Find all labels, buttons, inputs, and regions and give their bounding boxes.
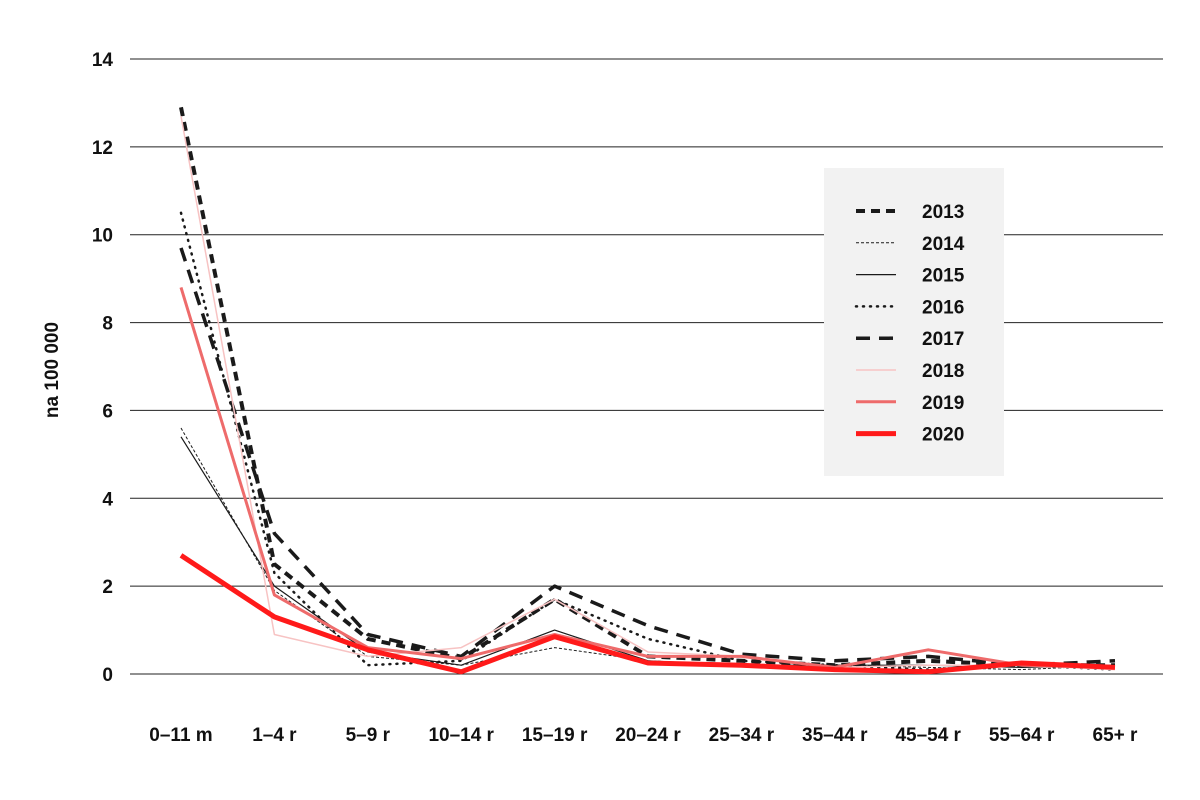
y-tick-label: 6 [102,401,113,422]
legend-background [824,168,1004,476]
series-lines [179,106,1117,675]
x-tick-labels: 0–11 m 1–4 r 5–9 r 10–14 r 15–19 r 20–24 r 25–… [149,725,1138,746]
x-tick-label: 1–4 r [252,725,297,746]
y-tick-label: 0 [102,665,113,686]
x-tick-label: 45–54 r [895,725,961,746]
y-tick-label: 8 [102,314,113,335]
legend-label-2013: 2013 [922,202,964,223]
legend-label-2015: 2015 [922,266,965,287]
series-line-2020 [179,553,1116,675]
y-tick-labels: 0 2 4 6 8 10 12 14 [92,50,114,686]
legend-label-2017: 2017 [922,329,964,350]
legend-label-2018: 2018 [922,361,964,382]
y-axis-label: na 100 000 [42,322,63,418]
series-line-2019 [179,286,1116,669]
x-tick-label: 15–19 r [522,725,588,746]
legend-label-2014: 2014 [922,234,965,255]
y-tick-label: 10 [92,226,113,247]
y-tick-label: 12 [92,138,113,159]
legend-label-2016: 2016 [922,297,964,318]
legend: 2013 2014 2015 2016 2017 2018 2019 2020 [824,168,1004,476]
x-tick-label: 55–64 r [989,725,1055,746]
legend-label-2020: 2020 [922,425,964,446]
y-tick-label: 14 [92,50,114,71]
x-tick-label: 20–24 r [615,725,681,746]
y-tick-label: 4 [102,489,113,510]
legend-label-2019: 2019 [922,393,964,414]
y-tick-label: 2 [102,577,113,598]
series-line-2018 [180,115,1116,671]
series-line-2017 [179,247,1116,667]
x-tick-label: 35–44 r [802,725,868,746]
x-tick-label: 0–11 m [149,725,212,746]
x-tick-label: 25–34 r [709,725,775,746]
x-tick-label: 5–9 r [346,725,391,746]
x-tick-label: 10–14 r [428,725,494,746]
x-tick-label: 65+ r [1093,725,1139,746]
